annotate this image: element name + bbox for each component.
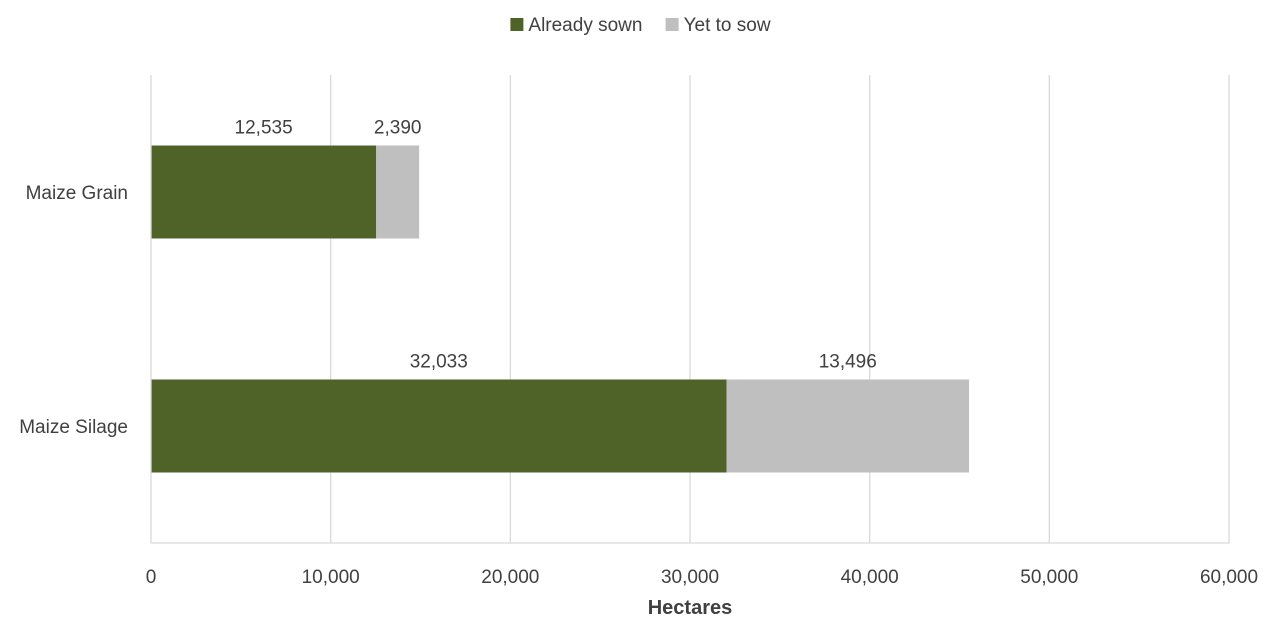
x-axis-title: Hectares: [648, 597, 733, 619]
axes: 0 10,000 20,000 30,000 40,000 50,000 60,000 Mai…: [19, 75, 1258, 588]
bar-already-sown: [151, 145, 377, 239]
gridlines: [330, 75, 1230, 543]
data-label: 13,496: [819, 352, 877, 373]
legend-label: Yet to sow: [684, 15, 771, 36]
x-tick-label: 10,000: [302, 567, 360, 588]
y-category-label: Maize Grain: [26, 183, 128, 204]
x-tick-label: 20,000: [481, 567, 539, 588]
y-category-label: Maize Silage: [19, 417, 128, 438]
x-tick-label: 0: [146, 567, 157, 588]
x-tick-label: 30,000: [661, 567, 719, 588]
bar-yet-to-sow: [726, 379, 970, 473]
bar-already-sown: [151, 379, 727, 473]
data-label: 2,390: [374, 118, 422, 139]
data-label: 32,033: [410, 352, 468, 373]
x-tick-label: 60,000: [1200, 567, 1258, 588]
bar-yet-to-sow: [376, 145, 420, 239]
bars: 12,535 2,390 32,033 13,496: [151, 118, 970, 473]
data-label: 12,535: [235, 118, 293, 139]
x-tick-label: 50,000: [1020, 567, 1078, 588]
legend: Already sown Yet to sow: [510, 15, 771, 36]
legend-label: Already sown: [528, 15, 642, 36]
legend-item: Already sown: [510, 15, 642, 36]
legend-item: Yet to sow: [665, 15, 771, 36]
x-tick-label: 40,000: [841, 567, 899, 588]
legend-swatch: [510, 18, 524, 31]
legend-swatch: [665, 18, 679, 31]
